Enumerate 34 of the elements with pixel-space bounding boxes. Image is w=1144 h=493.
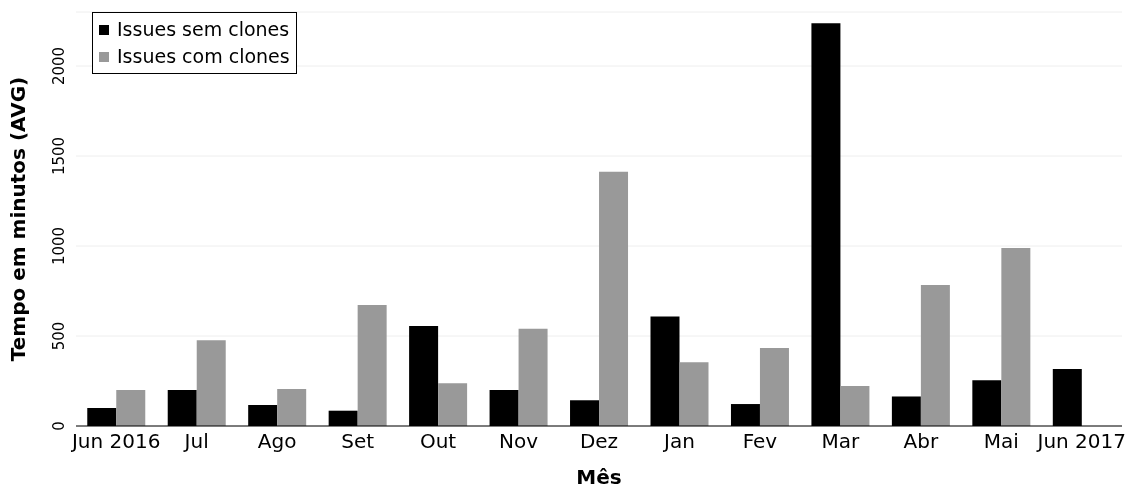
y-tick-label: 2000: [50, 46, 68, 86]
x-tick-label: Mai: [983, 429, 1019, 454]
y-tick-label: 500: [50, 321, 68, 351]
bar: [196, 340, 226, 426]
x-tick-label: Set: [341, 429, 375, 454]
bar: [599, 171, 629, 426]
bar: [116, 390, 146, 426]
bar: [438, 383, 468, 426]
y-axis-title: Tempo em minutos (AVG): [6, 76, 31, 362]
y-tick-label: 1500: [50, 136, 68, 176]
x-tick-label: Jan: [662, 429, 695, 454]
bar: [920, 285, 950, 426]
bar: [277, 388, 307, 426]
y-tick-label: 1000: [50, 226, 68, 266]
y-tick-label: 0: [50, 421, 68, 431]
x-tick-label: Dez: [579, 429, 619, 454]
bar: [357, 305, 387, 426]
x-tick-label: Out: [419, 429, 457, 454]
x-tick-label: Mar: [821, 429, 861, 454]
x-tick-label: Jun 2016: [69, 429, 161, 454]
x-axis-title: Mês: [576, 465, 622, 489]
x-tick-label: Jun 2017: [1035, 429, 1127, 454]
legend-label: Issues com clones: [117, 44, 290, 69]
x-tick-label: Fev: [742, 429, 778, 454]
bar: [518, 328, 548, 426]
legend-label: Issues sem clones: [117, 17, 290, 42]
bar: [1001, 247, 1031, 426]
bar: [679, 362, 709, 426]
x-tick-label: Nov: [499, 429, 539, 454]
x-tick-label: Ago: [257, 429, 297, 454]
bar: [840, 386, 870, 426]
x-tick-label: Jul: [182, 429, 209, 454]
bar: [759, 347, 789, 426]
x-tick-label: Abr: [903, 429, 939, 454]
